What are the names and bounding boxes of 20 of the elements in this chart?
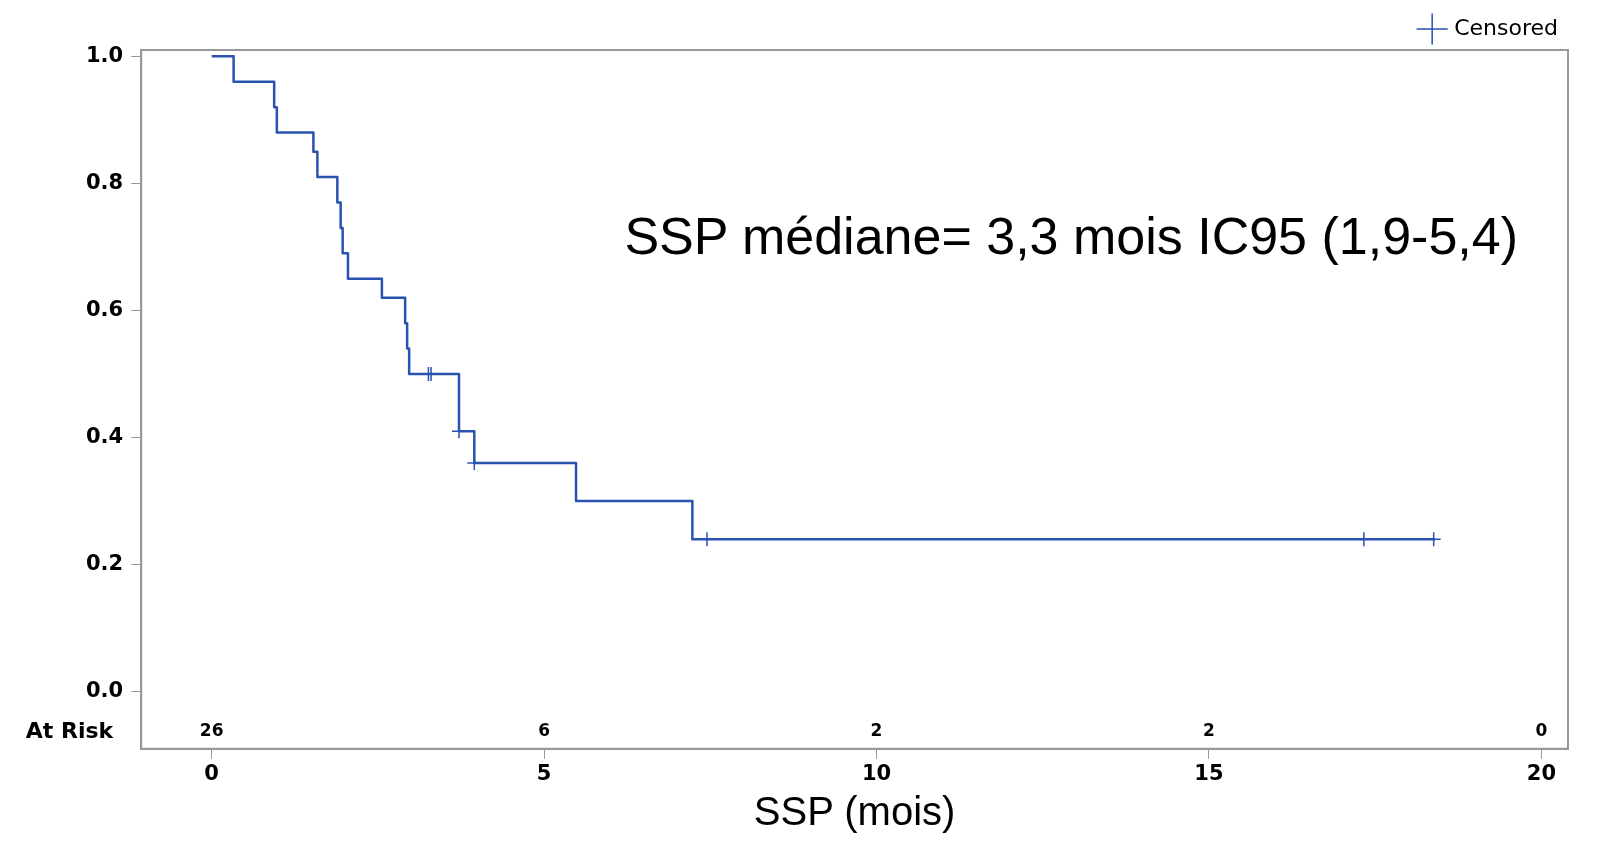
annotation: 2 bbox=[870, 720, 883, 741]
annotation: 26 bbox=[199, 720, 224, 741]
annotation: SSP médiane= 3,3 mois IC95 (1,9-5,4) bbox=[624, 207, 1518, 266]
x-tick-label: 0 bbox=[204, 760, 219, 785]
legend-label: Censored bbox=[1454, 14, 1558, 40]
annotation: 6 bbox=[538, 720, 551, 741]
x-tick-label: 10 bbox=[861, 760, 892, 785]
y-tick-label: 0.8 bbox=[86, 169, 124, 194]
annotation: 2 bbox=[1203, 720, 1215, 741]
annotation: 0 bbox=[1535, 720, 1548, 741]
x-axis-title: SSP (mois) bbox=[753, 789, 956, 834]
x-tick-label: 15 bbox=[1194, 760, 1224, 785]
x-tick-label: 5 bbox=[536, 760, 552, 785]
y-tick-label: 0.0 bbox=[86, 678, 124, 703]
text: At Risk bbox=[25, 717, 115, 743]
y-tick-label: 0.6 bbox=[86, 296, 124, 321]
y-tick-label: 1.0 bbox=[86, 42, 124, 67]
y-tick-label: 0.4 bbox=[86, 423, 124, 448]
y-tick-label: 0.2 bbox=[86, 551, 124, 576]
x-tick-label: 20 bbox=[1526, 760, 1557, 785]
